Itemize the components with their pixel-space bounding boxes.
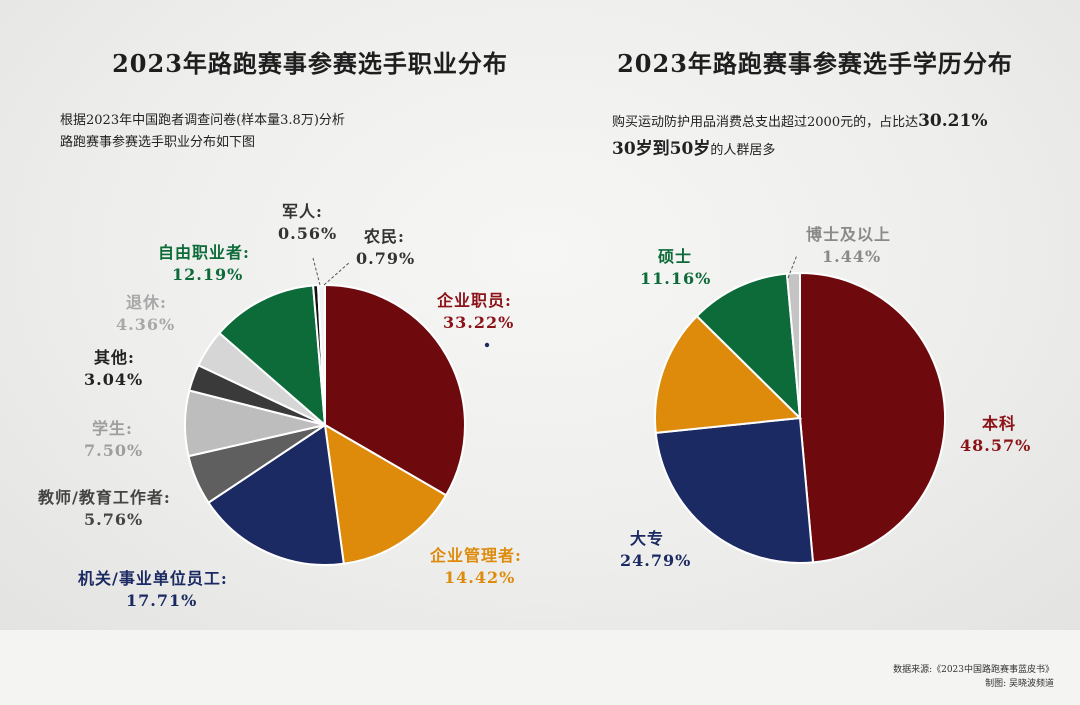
- label-government-staff: 机关/事业单位员工: 17.71%: [78, 569, 228, 610]
- left-pie: [184, 283, 466, 566]
- leader-line-farmer: [323, 261, 351, 286]
- credit-note: 制图: 吴晓波频道: [985, 679, 1054, 689]
- leader-line-military: [312, 257, 321, 286]
- decor-dot: [484, 342, 490, 348]
- label-phd: 博士及以上 1.44%: [806, 225, 892, 266]
- left-pie-slice-9: [316, 283, 326, 426]
- source-note: 数据来源:《2023中国路跑赛事蓝皮书》: [893, 665, 1054, 675]
- right-description: 购买运动防护用品消费总支出超过2000元的，占比达30.21% 30岁到50岁的…: [612, 108, 987, 164]
- right-desc-highlight2: 30岁到50岁: [612, 139, 711, 159]
- right-chart-title: 2023年路跑赛事参赛选手学历分布: [617, 49, 1013, 78]
- label-military: 军人: 0.56%: [278, 202, 338, 243]
- right-pie: [654, 271, 947, 564]
- label-enterprise-staff: 企业职员: 33.22%: [437, 291, 515, 332]
- left-pie-slice-2: [207, 423, 345, 566]
- label-teacher: 教师/教育工作者: 5.76%: [38, 488, 171, 529]
- label-other: 其他: 3.04%: [84, 348, 144, 389]
- left-desc-line1: 根据2023年中国跑者调查问卷(样本量3.8万)分析: [60, 113, 345, 128]
- left-desc-line2: 路跑赛事参赛选手职业分布如下图: [60, 135, 256, 150]
- right-pie-slice-1: [654, 416, 815, 564]
- label-college: 大专 24.79%: [620, 529, 692, 570]
- right-pie-slice-0: [799, 271, 947, 564]
- left-description: 根据2023年中国跑者调查问卷(样本量3.8万)分析 路跑赛事参赛选手职业分布如…: [60, 110, 345, 154]
- right-pie-slice-2: [654, 314, 803, 435]
- label-enterprise-manager: 企业管理者: 14.42%: [430, 546, 522, 587]
- label-master: 硕士 11.16%: [640, 247, 712, 288]
- leader-line-phd: [787, 254, 798, 279]
- label-retired: 退休: 4.36%: [116, 293, 176, 334]
- left-pie-slice-7: [217, 284, 327, 428]
- left-chart-title: 2023年路跑赛事参赛选手职业分布: [112, 49, 508, 78]
- label-freelancer: 自由职业者: 12.19%: [158, 243, 250, 284]
- right-desc-part1: 购买运动防护用品消费总支出超过2000元的，占比达: [612, 115, 919, 130]
- right-pie-slice-3: [695, 272, 802, 421]
- label-student: 学生: 7.50%: [84, 419, 144, 460]
- label-farmer: 农民: 0.79%: [356, 227, 416, 268]
- left-pie-slice-0: [324, 283, 466, 497]
- right-pie-slice-4: [785, 271, 801, 419]
- right-desc-part2: 的人群居多: [710, 143, 776, 158]
- right-desc-highlight1: 30.21%: [918, 111, 988, 131]
- left-pie-slice-1: [323, 423, 448, 565]
- footer-band: [0, 630, 1080, 705]
- label-bachelor: 本科 48.57%: [960, 414, 1032, 455]
